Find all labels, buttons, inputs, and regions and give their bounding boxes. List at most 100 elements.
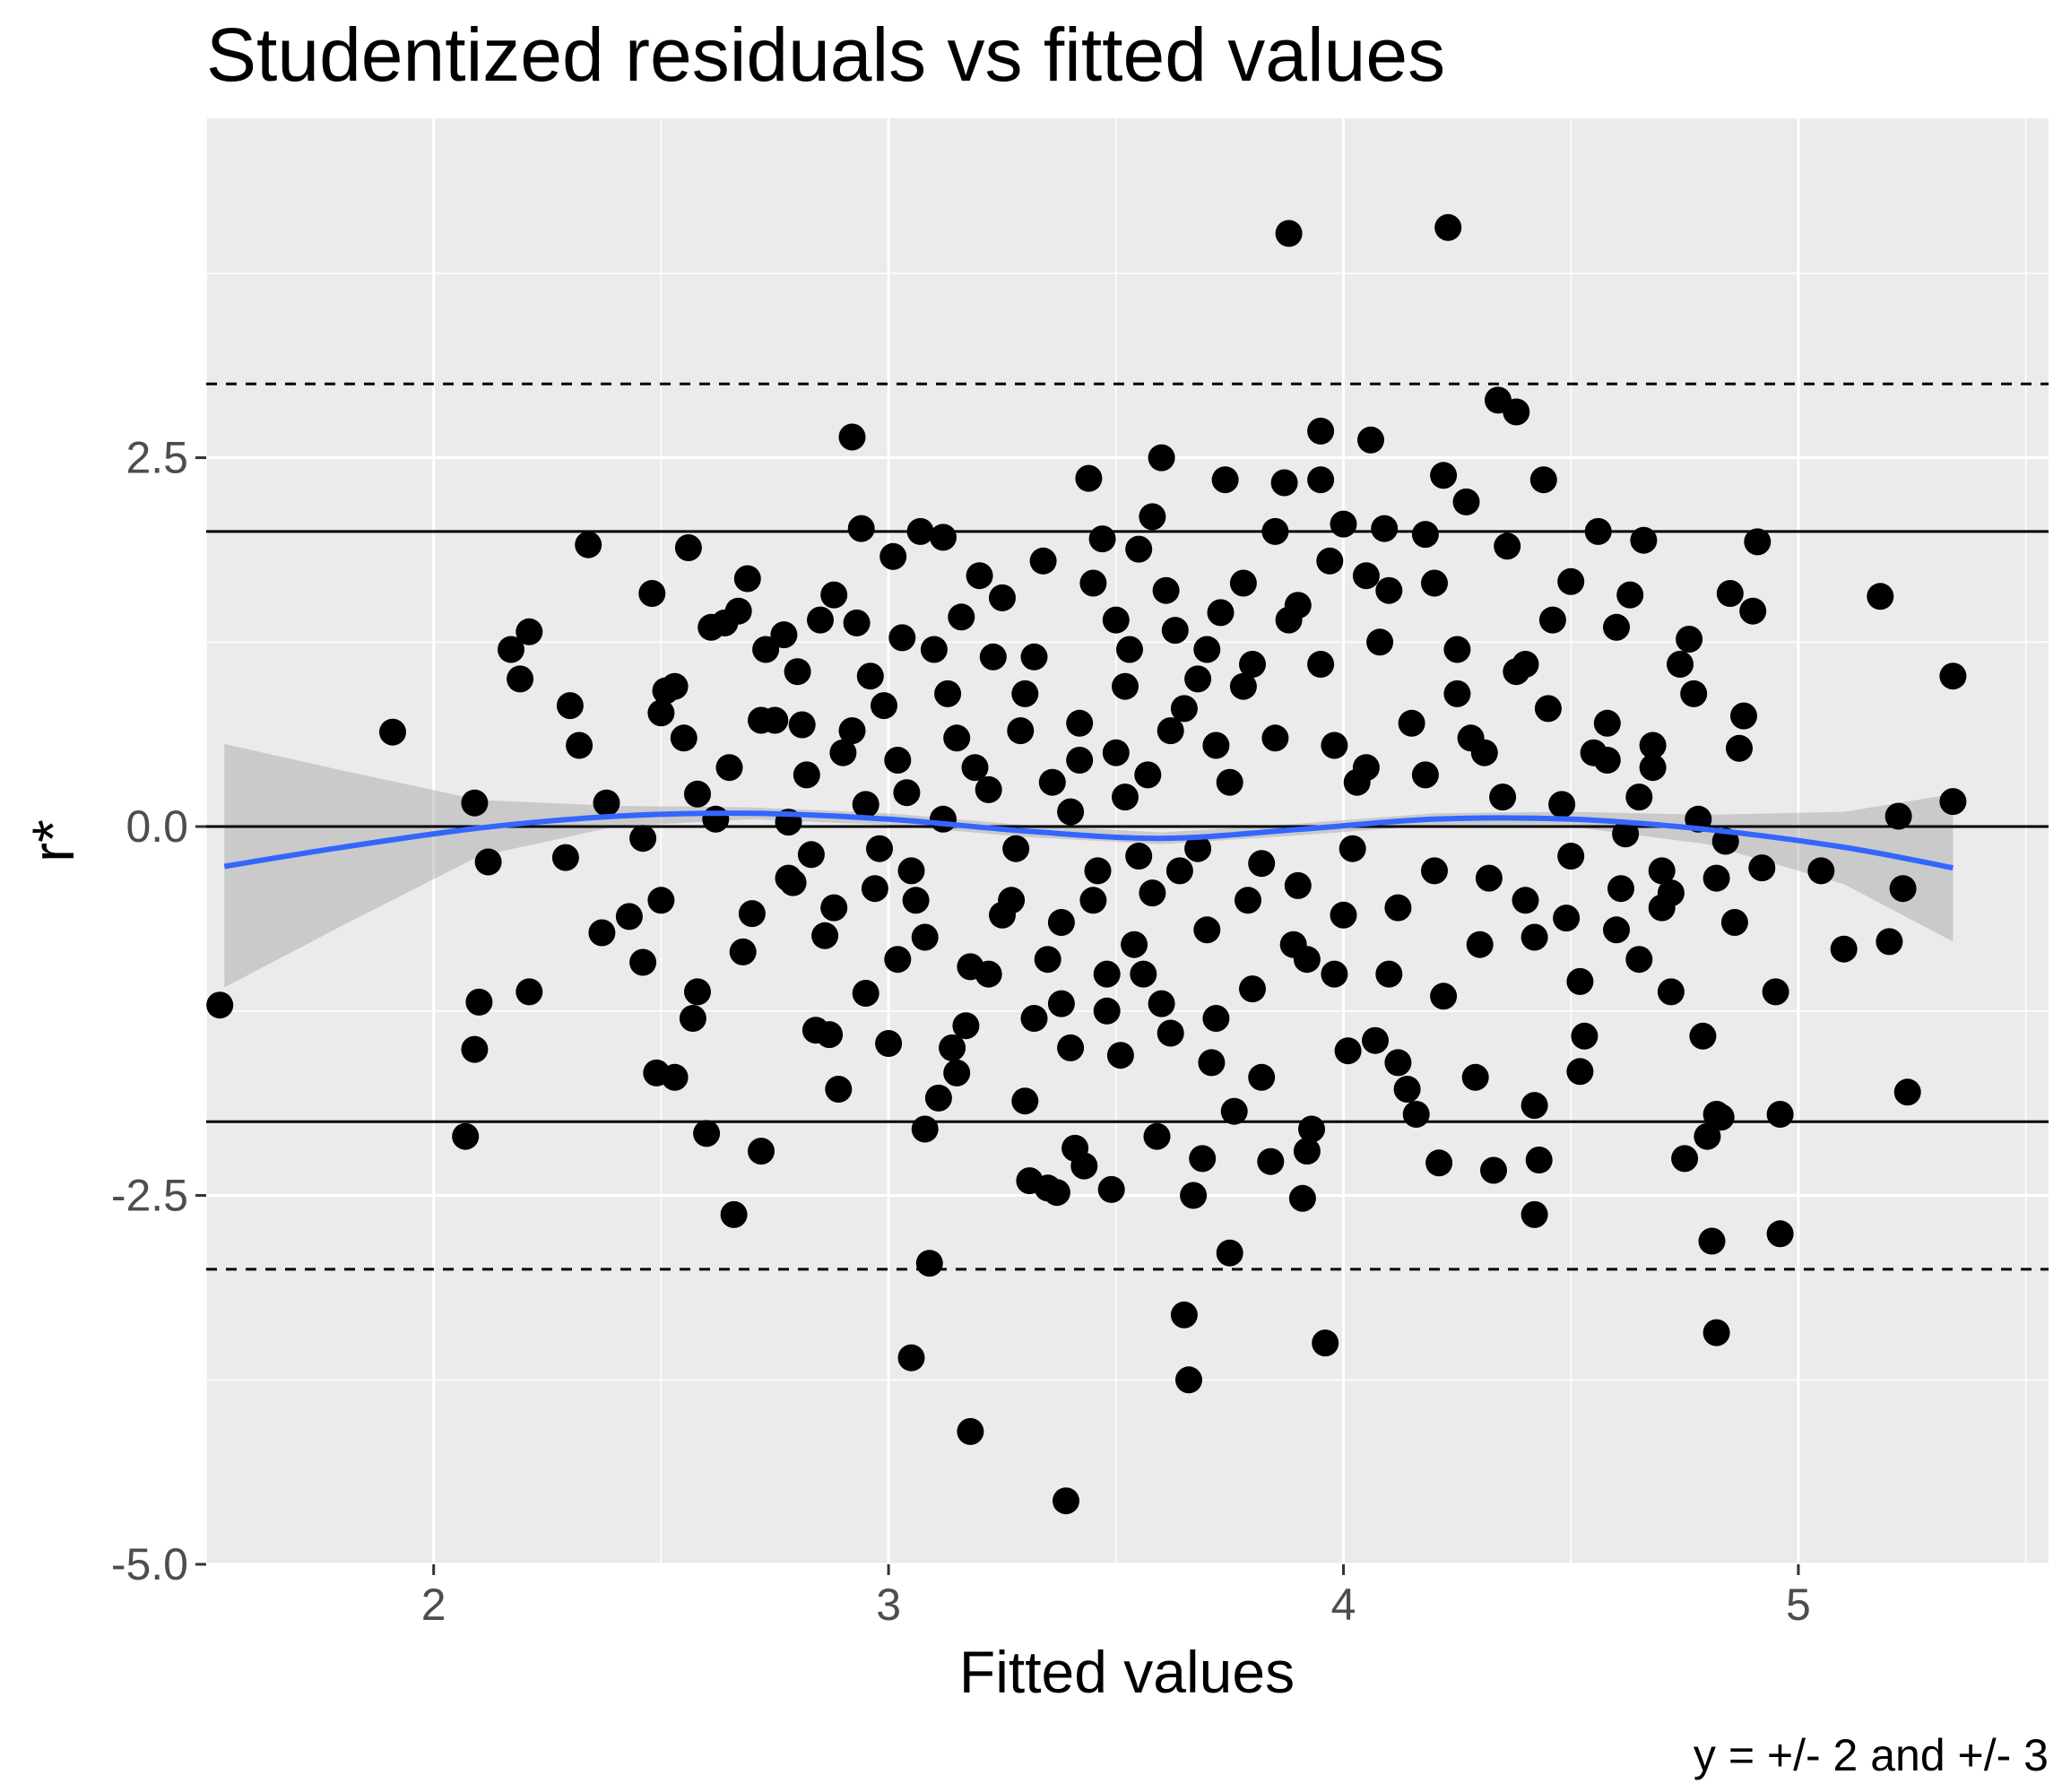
plot-panel: [206, 118, 2049, 1564]
data-point: [1593, 709, 1621, 737]
data-point: [884, 946, 912, 974]
data-point: [1512, 887, 1539, 914]
data-point: [924, 1084, 952, 1112]
data-point: [1307, 466, 1335, 494]
data-point: [1202, 732, 1230, 759]
data-point: [1425, 1149, 1453, 1177]
data-point: [566, 732, 593, 759]
data-point: [1571, 1022, 1598, 1050]
data-point: [797, 841, 825, 869]
data-point: [1748, 854, 1776, 882]
data-point: [856, 662, 884, 690]
data-point: [1102, 739, 1130, 766]
data-point: [1630, 526, 1658, 554]
data-point: [775, 864, 802, 892]
data-point: [1702, 1319, 1730, 1346]
data-point: [879, 542, 907, 570]
data-point: [1639, 754, 1667, 782]
data-point: [975, 775, 1002, 803]
data-point: [948, 603, 975, 631]
data-point: [1384, 894, 1412, 922]
data-point: [670, 724, 697, 752]
data-point: [1443, 636, 1471, 663]
data-point: [1421, 857, 1448, 885]
data-point: [1716, 580, 1744, 607]
data-point: [1038, 768, 1066, 796]
data-point: [893, 779, 921, 807]
data-point: [825, 1076, 853, 1103]
data-point: [1553, 905, 1581, 932]
data-point: [379, 718, 406, 746]
data-point: [1430, 462, 1458, 489]
data-point: [1211, 466, 1239, 494]
data-point: [748, 1138, 775, 1165]
x-tick-label: 3: [876, 1580, 901, 1630]
y-tick-label: -2.5: [111, 1171, 188, 1221]
data-point: [1694, 1122, 1721, 1150]
data-point: [1466, 931, 1494, 958]
data-point: [1680, 680, 1708, 707]
data-point: [1011, 680, 1039, 707]
data-point: [1189, 1145, 1217, 1173]
data-point: [1293, 946, 1321, 974]
data-point: [1607, 875, 1634, 903]
data-point: [1284, 871, 1312, 899]
data-point: [1884, 802, 1912, 830]
data-point: [1270, 469, 1298, 497]
data-point: [516, 978, 543, 1006]
data-point: [474, 848, 502, 876]
data-point: [593, 789, 620, 817]
data-point: [1079, 887, 1107, 914]
data-point: [588, 919, 616, 947]
data-point: [733, 565, 761, 593]
data-point: [788, 711, 816, 739]
data-point: [1762, 978, 1789, 1006]
data-point: [1084, 857, 1112, 885]
data-point: [1007, 717, 1035, 745]
x-tick-label: 5: [1786, 1580, 1811, 1630]
data-point: [1079, 569, 1107, 597]
data-point: [452, 1122, 480, 1150]
data-point: [1411, 521, 1439, 549]
data-point: [1475, 864, 1503, 892]
data-point: [661, 672, 689, 700]
data-point: [1047, 909, 1075, 936]
data-point: [784, 658, 811, 686]
data-point: [1116, 636, 1143, 663]
data-point: [1057, 798, 1085, 826]
data-point: [1744, 528, 1772, 556]
data-point: [1362, 1026, 1389, 1054]
data-point: [702, 805, 730, 833]
data-point: [1893, 1078, 1921, 1106]
data-point: [1867, 583, 1894, 610]
data-point: [1375, 960, 1403, 988]
data-point: [1216, 768, 1243, 796]
data-point: [1534, 695, 1562, 723]
data-point: [1066, 747, 1094, 774]
data-point: [1702, 864, 1730, 892]
data-point: [1275, 220, 1303, 247]
data-point: [1876, 928, 1903, 956]
data-point: [1529, 466, 1557, 494]
chart-title: Studentized residuals vs fitted values: [206, 13, 1445, 97]
data-point: [1180, 1182, 1208, 1209]
data-point: [1503, 658, 1530, 686]
data-point: [1152, 576, 1180, 604]
data-point: [1393, 1076, 1421, 1103]
data-point: [1676, 626, 1703, 653]
data-point: [961, 754, 989, 782]
data-point: [1093, 960, 1121, 988]
data-point: [1312, 1329, 1339, 1357]
data-point: [1402, 1101, 1430, 1128]
data-point: [1557, 843, 1585, 870]
data-point: [615, 903, 643, 931]
data-point: [911, 1115, 939, 1143]
data-point: [793, 761, 820, 789]
data-point: [1157, 717, 1184, 745]
data-point: [1648, 857, 1676, 885]
data-point: [1248, 1063, 1276, 1091]
data-point: [1667, 651, 1694, 678]
data-point: [1011, 1087, 1039, 1115]
data-point: [738, 900, 766, 928]
data-point: [629, 948, 657, 976]
